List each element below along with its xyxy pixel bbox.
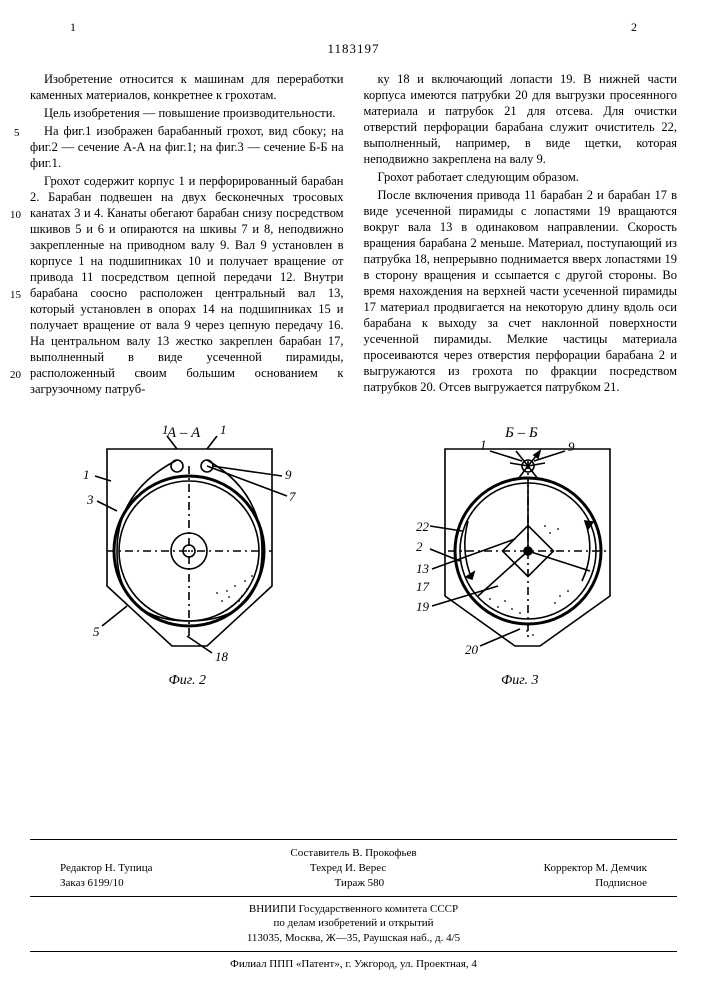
para: ку 18 и включающий лопасти 19. В нижней … (364, 71, 678, 167)
svg-text:7: 7 (289, 489, 296, 504)
svg-text:5: 5 (93, 624, 100, 639)
footer-corrector: Корректор М. Демчик (544, 861, 647, 876)
fig2-svg: А – А (57, 421, 317, 671)
figure-2: А – А (57, 421, 317, 689)
footer-block: Составитель В. Прокофьев Редактор Н. Туп… (30, 839, 677, 972)
left-column: Изобретение относится к машинам для пере… (30, 71, 344, 399)
svg-text:1: 1 (162, 422, 169, 437)
fig2-section-label: А – А (166, 425, 201, 441)
footer-order: Заказ 6199/10 (60, 876, 124, 891)
svg-text:13: 13 (416, 561, 430, 576)
fig2-caption: Фиг. 2 (57, 673, 317, 689)
footer-tirazh: Тираж 580 (335, 876, 385, 891)
svg-text:17: 17 (416, 579, 430, 594)
margin-num-20: 20 (10, 369, 21, 381)
text-columns: Изобретение относится к машинам для пере… (30, 71, 677, 399)
svg-text:1: 1 (480, 437, 487, 452)
col-num-left: 1 (70, 20, 76, 35)
footer-subscription: Подписное (595, 876, 647, 891)
fig3-caption: Фиг. 3 (390, 673, 650, 689)
document-number: 1183197 (30, 41, 677, 57)
svg-text:22: 22 (416, 519, 430, 534)
margin-num-15: 15 (10, 289, 21, 301)
fig3-labels: 1 9 22 2 13 17 19 20 (416, 437, 575, 657)
para: Цель изобретения — повышение производите… (30, 105, 344, 121)
footer-compiler: Составитель В. Прокофьев (30, 846, 677, 861)
para: После включения привода 11 барабан 2 и б… (364, 187, 678, 395)
para: Изобретение относится к машинам для пере… (30, 71, 344, 103)
svg-text:20: 20 (465, 642, 479, 657)
svg-text:18: 18 (215, 649, 229, 664)
para: На фиг.1 изображен барабанный грохот, ви… (30, 123, 344, 171)
figures-row: А – А (30, 421, 677, 689)
col-num-right: 2 (631, 20, 637, 35)
header-row: 1 2 (30, 20, 677, 35)
svg-text:3: 3 (86, 492, 94, 507)
svg-text:1: 1 (83, 467, 90, 482)
footer-addr1: 113035, Москва, Ж—35, Раушская наб., д. … (30, 931, 677, 946)
svg-text:19: 19 (416, 599, 430, 614)
fig3-section-label: Б – Б (504, 425, 538, 441)
footer-techred: Техред И. Верес (310, 861, 386, 876)
fig3-svg: Б – Б (390, 421, 650, 671)
right-column: ку 18 и включающий лопасти 19. В нижней … (364, 71, 678, 399)
para: Грохот содержит корпус 1 и перфорированн… (30, 173, 344, 397)
margin-num-5: 5 (14, 127, 20, 139)
svg-text:9: 9 (568, 439, 575, 454)
footer-org1: ВНИИПИ Государственного комитета СССР (30, 902, 677, 917)
svg-text:2: 2 (416, 539, 423, 554)
footer-editor: Редактор Н. Тупица (60, 861, 152, 876)
footer-org2: по делам изобретений и открытий (30, 916, 677, 931)
para: Грохот работает следующим образом. (364, 169, 678, 185)
margin-num-10: 10 (10, 209, 21, 221)
figure-3: Б – Б (390, 421, 650, 689)
svg-text:9: 9 (285, 467, 292, 482)
svg-text:1: 1 (220, 422, 227, 437)
footer-addr2: Филиал ППП «Патент», г. Ужгород, ул. Про… (30, 957, 677, 972)
